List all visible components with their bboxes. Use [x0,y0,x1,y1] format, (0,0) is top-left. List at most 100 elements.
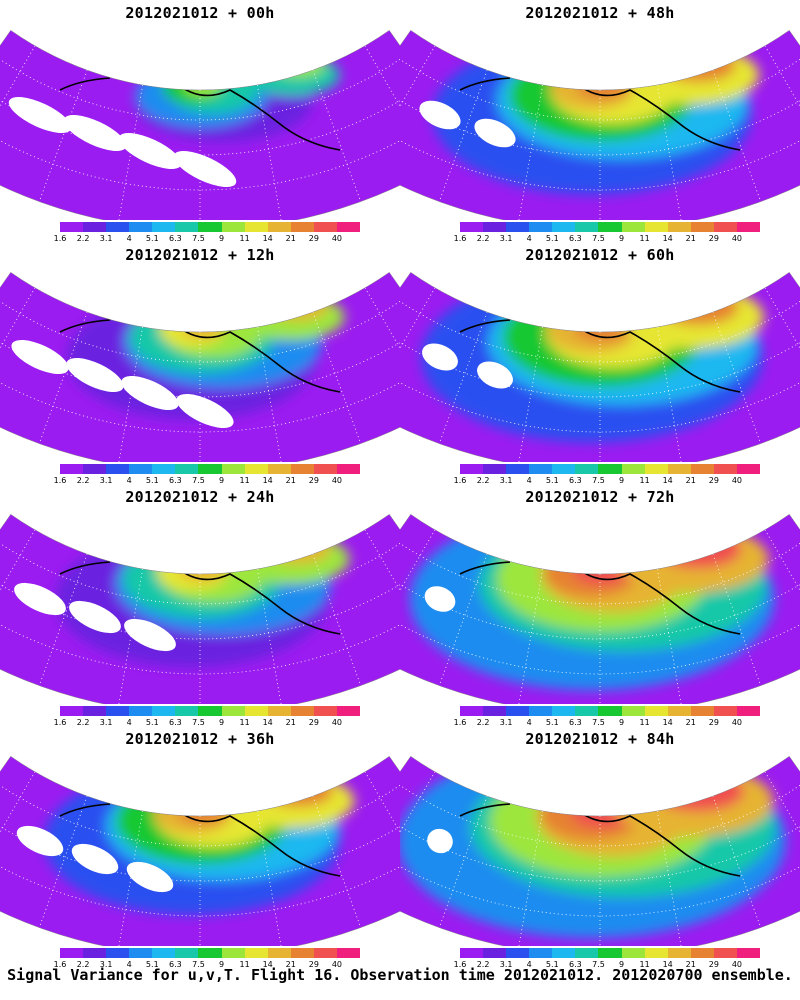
color-bar-label: 9 [218,960,225,969]
color-bar-label: 7.5 [192,234,205,243]
color-swatch [736,948,761,958]
forecast-panel: 2012021012 + 84h 1.6 2.2 3.1 4 5.1 6.3 7.5 9 11 14… [400,726,800,969]
color-swatch [83,222,107,232]
color-bar-label: 1.6 [53,476,67,485]
color-bar-label: 4 [526,960,532,969]
color-bar-label: 29 [308,234,319,243]
color-swatch [690,464,714,474]
color-swatch [290,222,314,232]
color-swatch [529,222,553,232]
color-bar-label: 3.1 [99,476,113,485]
color-swatch [244,464,268,474]
color-swatch [460,706,484,716]
color-swatch [529,464,553,474]
color-bar-label: 7.5 [192,476,205,485]
field-contour [547,306,637,354]
color-swatch [621,706,645,716]
color-bar-label: 21 [685,234,696,243]
color-swatch [152,706,176,716]
color-swatch [598,464,622,474]
color-swatch [129,464,153,474]
color-swatch [244,948,268,958]
color-swatch [644,222,668,232]
color-swatch [483,222,507,232]
color-bar-label: 6.3 [569,718,582,727]
color-bar-label: 3.1 [499,960,513,969]
color-bar-label: 11 [239,960,250,969]
color-bar-labels: 1.6 2.2 3.1 4 5.1 6.3 7.5 9 11 14 21 29 40 [454,960,760,970]
color-swatch [598,948,622,958]
panel-title: 2012021012 + 84h [525,730,675,748]
color-swatch [506,706,530,716]
color-swatch [598,222,622,232]
low-value-area [8,96,72,134]
panel-title: 2012021012 + 24h [125,488,275,506]
color-bar-label: 4 [126,960,132,969]
color-bar-labels: 1.6 2.2 3.1 4 5.1 6.3 7.5 9 11 14 21 29 40 [54,476,360,486]
color-bar-label: 2.2 [476,960,490,969]
color-swatch [198,464,222,474]
color-swatch [313,706,337,716]
field-contour [181,317,225,339]
low-value-area [176,393,234,429]
color-swatch [621,222,645,232]
panel-title: 2012021012 + 60h [525,246,675,264]
color-bar-labels: 1.6 2.2 3.1 4 5.1 6.3 7.5 9 11 14 21 29 40 [454,476,760,486]
field-contour [624,45,760,105]
field-contour [156,553,228,591]
low-value-area [121,375,179,411]
field-contour [234,533,350,585]
color-bar-label: 21 [685,718,696,727]
color-swatch [690,948,714,958]
color-swatch [575,222,599,232]
color-bar-label: 11 [639,476,650,485]
color-bar-label: 6.3 [169,960,182,969]
color-bar-label: 14 [662,234,673,243]
field-contour [610,765,774,837]
color-swatch [244,222,268,232]
color-bar-label: 5.1 [545,718,559,727]
color-bar-label: 21 [285,718,296,727]
color-bar-label: 40 [731,234,743,243]
color-bar-label: 29 [708,718,719,727]
color-swatch [552,948,576,958]
color-bar-label: 2.2 [76,476,90,485]
color-bar-labels: 1.6 2.2 3.1 4 5.1 6.3 7.5 9 11 14 21 29 40 [454,718,760,728]
polar-map [0,755,400,946]
color-swatch [736,222,761,232]
color-bar-labels: 1.6 2.2 3.1 4 5.1 6.3 7.5 9 11 14 21 29 40 [454,234,760,244]
field-contour [262,775,334,807]
color-swatch [175,706,199,716]
color-bar-labels: 1.6 2.2 3.1 4 5.1 6.3 7.5 9 11 14 21 29 40 [54,234,360,244]
color-swatch [198,222,222,232]
color-bar-label: 1.6 [53,234,67,243]
color-swatch [198,706,222,716]
color-bar-label: 2.2 [76,234,90,243]
color-bar-label: 6.3 [569,476,582,485]
field-contour [660,48,736,82]
color-bar-label: 1.6 [453,718,467,727]
color-swatch [336,464,361,474]
color-bar-label: 11 [239,476,250,485]
forecast-panel: 2012021012 + 24h 1.6 2.2 3.1 4 5.1 6.3 7.5 9 11 14… [0,484,400,727]
forecast-panel: 2012021012 + 48h 1.6 2.2 3.1 4 5.1 6.3 7.5 9 11 14… [400,0,800,243]
color-swatch [221,222,245,232]
color-bar-label: 4 [526,234,532,243]
color-bar-label: 29 [708,234,719,243]
color-bar [460,706,761,716]
color-bar-label: 40 [731,718,743,727]
color-bar-labels: 1.6 2.2 3.1 4 5.1 6.3 7.5 9 11 14 21 29 40 [54,960,360,970]
color-swatch [690,706,714,716]
color-swatch [60,222,84,232]
color-bar-label: 29 [308,476,319,485]
color-bar-label: 2.2 [76,960,90,969]
color-swatch [313,948,337,958]
figure-caption: Signal Variance for u,v,T. Flight 16. Ob… [7,966,793,984]
color-swatch [198,948,222,958]
color-swatch [336,222,361,232]
color-bar-label: 11 [639,234,650,243]
color-swatch [460,948,484,958]
color-bar [460,464,761,474]
forecast-panel: 2012021012 + 60h 1.6 2.2 3.1 4 5.1 6.3 7.5 9 11 14… [400,242,800,485]
color-bar-label: 9 [618,960,625,969]
